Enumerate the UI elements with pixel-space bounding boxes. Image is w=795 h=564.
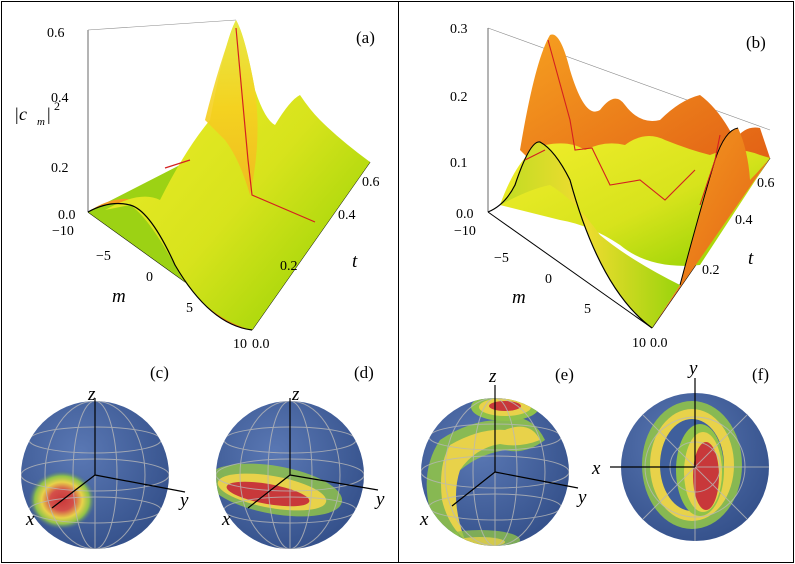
sphere-d-x-label: x xyxy=(221,509,231,530)
sphere-d-z-label: z xyxy=(291,384,300,405)
panel-a-t-tick: 0.6 xyxy=(362,175,380,190)
panel-a: (a) |c m | 2 0.6 0.4 0.2 0.0 −10 −5 0 5 … xyxy=(14,19,380,352)
sphere-d-y-axis xyxy=(289,474,379,491)
panel-e: z x y (e) xyxy=(419,365,587,546)
sphere-d-x-axis xyxy=(247,474,291,509)
panel-a-m-tick: 10 xyxy=(233,337,247,352)
panel-b-m-axis-label: m xyxy=(512,287,526,308)
sphere-f-x-label: x xyxy=(591,458,601,479)
sphere-e-y-label: y xyxy=(576,487,587,508)
panel-b-t-tick: 0.2 xyxy=(702,263,720,278)
panel-a-t-tick: 0.0 xyxy=(252,337,270,352)
svg-text:m: m xyxy=(37,116,45,128)
panel-a-label: (a) xyxy=(356,28,375,47)
panel-b: (b) 0.3 0.2 0.1 0.0 −10 −5 0 5 10 m 0.0 … xyxy=(450,22,775,351)
panel-a-t-tick: 0.4 xyxy=(338,208,356,223)
panel-d: z x y (d) xyxy=(216,363,385,549)
panel-b-front-hump xyxy=(488,141,680,328)
panel-a-t-axis-label: t xyxy=(352,251,358,272)
sphere-f-hotspot xyxy=(693,442,719,510)
panel-c: z x y (c) xyxy=(21,363,189,549)
panel-b-t-tick: 0.6 xyxy=(757,176,775,191)
panel-b-z-tick: 0.3 xyxy=(450,22,468,37)
panel-e-label: (e) xyxy=(555,365,574,384)
panel-b-m-tick: 5 xyxy=(584,302,591,317)
panel-b-z-tick: 0.2 xyxy=(450,90,468,105)
panel-a-z-tick: 0.4 xyxy=(51,91,69,106)
sphere-e-z-label: z xyxy=(488,366,497,387)
svg-text:|c: |c xyxy=(14,104,27,124)
sphere-e-x-label: x xyxy=(419,509,429,530)
right-frame xyxy=(398,1,794,563)
panel-b-m-tick: −5 xyxy=(494,251,509,266)
panel-b-ridge-line xyxy=(547,39,696,201)
svg-text:2: 2 xyxy=(54,99,60,113)
panel-a-m-tick: −10 xyxy=(52,224,74,239)
panel-b-m-axis xyxy=(487,211,653,329)
panel-b-z-tick: 0.1 xyxy=(450,156,468,171)
sphere-c-x-label: x xyxy=(25,509,35,530)
panel-a-z-tick: 0.6 xyxy=(47,26,65,41)
panel-a-z-tick: 0.2 xyxy=(51,161,69,176)
panel-a-t-tick: 0.2 xyxy=(280,259,298,274)
panel-a-m-tick: −5 xyxy=(96,249,111,264)
panel-b-t-tick: 0.0 xyxy=(650,336,668,351)
sphere-d-y-label: y xyxy=(374,489,385,510)
sphere-e-x-axis xyxy=(451,471,496,507)
sphere-e-y-axis xyxy=(494,471,579,489)
sphere-c-y-label: y xyxy=(178,490,189,511)
svg-text:|: | xyxy=(47,104,51,124)
panel-b-m-tick: 0 xyxy=(545,272,552,287)
panel-b-m-tick: 10 xyxy=(632,336,646,351)
panel-a-z-tick: 0.0 xyxy=(58,208,76,223)
panel-f: y x (f) xyxy=(591,358,769,541)
sphere-c-z-label: z xyxy=(87,384,96,405)
panel-b-label: (b) xyxy=(746,33,766,52)
panel-c-label: (c) xyxy=(150,363,169,382)
panel-a-ridge-line xyxy=(235,27,316,223)
panel-a-surface xyxy=(105,20,370,330)
panel-a-m-tick: 0 xyxy=(146,270,153,285)
panel-b-t-axis-label: t xyxy=(748,248,754,269)
sphere-c-y-axis xyxy=(94,474,186,493)
panel-b-z-tick: 0.0 xyxy=(456,207,474,222)
panel-a-m-tick: 5 xyxy=(186,301,193,316)
panel-a-ylabel: |c m | 2 xyxy=(14,99,60,128)
panel-a-m-axis-label: m xyxy=(112,286,126,307)
panel-b-m-tick: −10 xyxy=(454,224,476,239)
sphere-f-y-label: y xyxy=(687,358,698,379)
panel-b-t-tick: 0.4 xyxy=(735,213,753,228)
panel-f-label: (f) xyxy=(752,365,769,384)
panel-d-label: (d) xyxy=(354,363,374,382)
sphere-c-x-axis xyxy=(51,474,96,509)
